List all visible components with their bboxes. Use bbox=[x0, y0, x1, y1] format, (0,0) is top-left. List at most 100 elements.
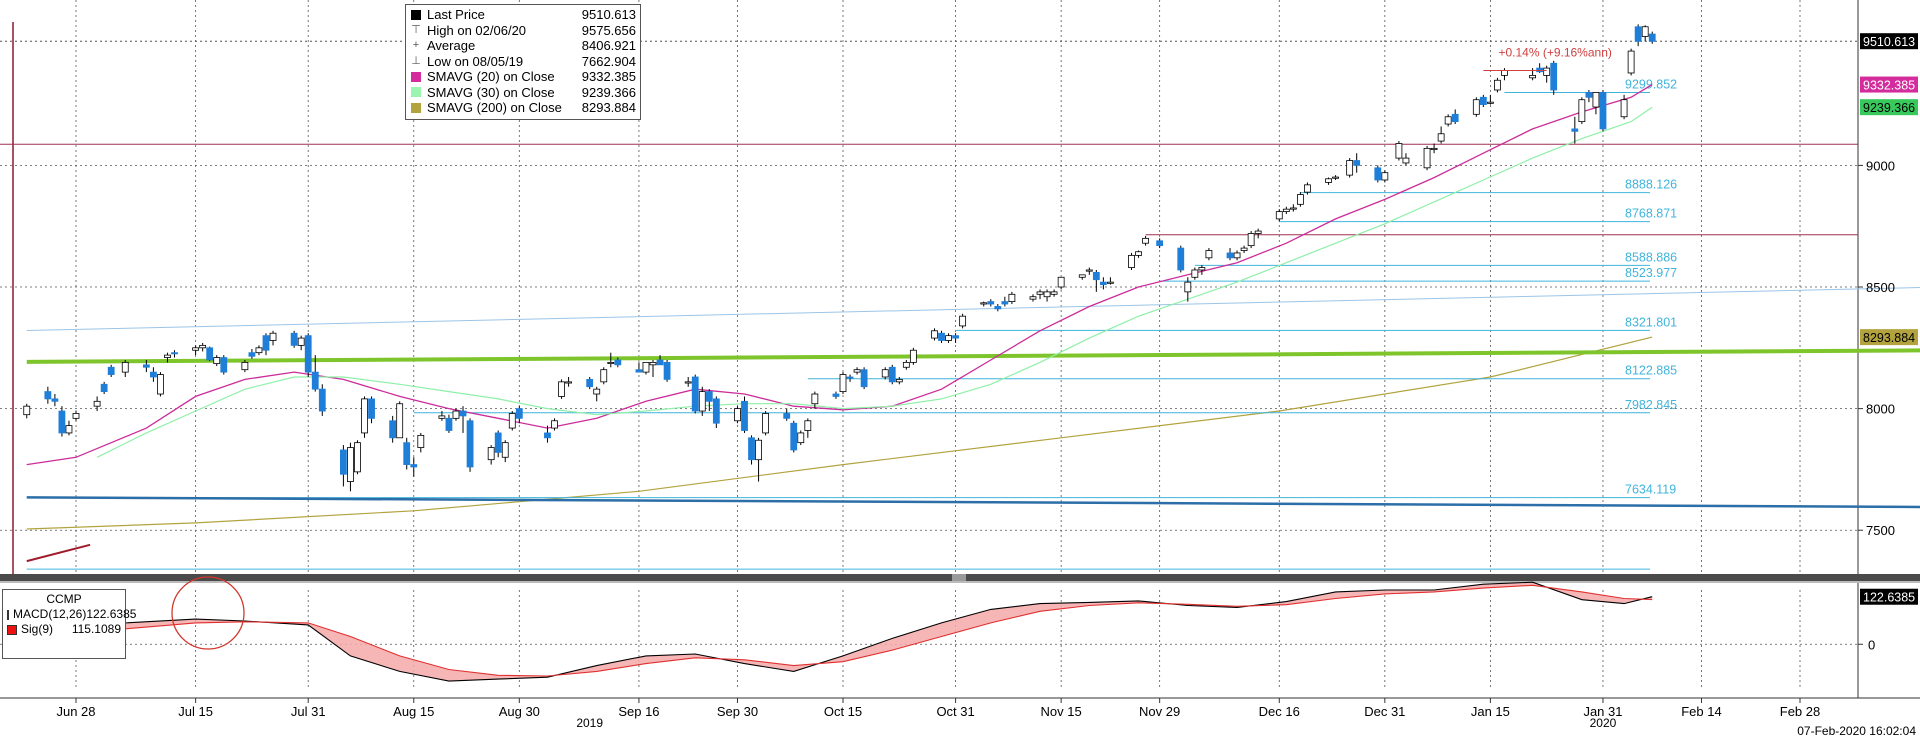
candle-body bbox=[1585, 92, 1593, 98]
x-tick-label: Dec 16 bbox=[1259, 704, 1300, 719]
last-price-swatch bbox=[410, 9, 422, 21]
candle-body bbox=[1529, 74, 1537, 79]
candle-body bbox=[1135, 251, 1142, 256]
candle-body bbox=[389, 420, 397, 439]
candle-body bbox=[1289, 207, 1297, 210]
macd-value: 122.6385 bbox=[86, 607, 137, 621]
signal-legend-row: Sig(9) 115.1089 bbox=[7, 622, 121, 637]
candle-body bbox=[931, 330, 938, 339]
candle-body bbox=[1128, 254, 1135, 268]
signal-label: Sig(9) bbox=[21, 622, 54, 636]
year-label: 2019 bbox=[576, 716, 603, 730]
candle-body bbox=[698, 391, 706, 412]
candle-body bbox=[811, 393, 819, 405]
x-tick-label: Nov 29 bbox=[1139, 704, 1180, 719]
panel-resize-handle bbox=[952, 574, 966, 581]
candle-body bbox=[1479, 96, 1487, 105]
price-tag-label: 9510.613 bbox=[1863, 35, 1915, 49]
candle-body bbox=[1486, 101, 1494, 104]
trendline bbox=[26, 496, 1920, 509]
candle-body bbox=[403, 442, 411, 465]
x-tick-label: Oct 31 bbox=[936, 704, 974, 719]
candle-body bbox=[290, 332, 298, 346]
highlight-circle bbox=[171, 576, 245, 650]
macd-price-tag-label: 122.6385 bbox=[1863, 591, 1915, 605]
legend-value: 9332.385 bbox=[581, 69, 636, 84]
x-tick-label: Aug 30 bbox=[499, 704, 540, 719]
candle-body bbox=[459, 410, 467, 417]
panel-separator bbox=[0, 581, 1920, 583]
legend-row-low: ⊥ Low on 08/05/19 7662.904 bbox=[410, 54, 636, 70]
candle-body bbox=[839, 374, 847, 392]
legend-label: High on 02/06/20 bbox=[427, 22, 527, 38]
macd-panel: 0 122.6385 bbox=[26, 576, 1918, 682]
candle-body bbox=[790, 422, 798, 451]
candle-body bbox=[1430, 147, 1438, 150]
candle-body bbox=[1191, 269, 1199, 278]
candle-body bbox=[1332, 176, 1339, 179]
candle-body bbox=[1472, 99, 1480, 115]
candle-body bbox=[846, 376, 854, 379]
candle-body bbox=[607, 361, 615, 364]
x-tick-label: Jun 28 bbox=[56, 704, 95, 719]
legend-label: SMAVG (200) on Close bbox=[427, 100, 562, 115]
candle-body bbox=[895, 379, 903, 383]
candle-body bbox=[663, 361, 671, 380]
legend-value: 9575.656 bbox=[581, 22, 636, 38]
y-tick-label: 8000 bbox=[1866, 402, 1895, 417]
candle-body bbox=[354, 442, 361, 473]
x-tick-label: Aug 15 bbox=[393, 704, 434, 719]
candle-body bbox=[1578, 99, 1586, 123]
y-tick-label: 9000 bbox=[1866, 158, 1895, 173]
candle-body bbox=[586, 379, 594, 388]
candle-body bbox=[1099, 281, 1107, 285]
candle-body bbox=[1240, 247, 1248, 251]
signal-swatch bbox=[7, 624, 17, 635]
candle-body bbox=[741, 400, 748, 431]
candle-body bbox=[1304, 184, 1311, 193]
candle-body bbox=[734, 408, 741, 422]
candle-body bbox=[565, 381, 572, 384]
candle-body bbox=[1437, 133, 1445, 142]
candle-body bbox=[206, 347, 214, 361]
candle-body bbox=[311, 371, 319, 390]
sma200-swatch bbox=[410, 102, 422, 114]
candle-body bbox=[558, 381, 565, 397]
price-legend: Last Price 9510.613 ⊤ High on 02/06/20 9… bbox=[405, 4, 641, 120]
macd-legend: CCMP MACD(12,26) 122.6385 Sig(9) 115.108… bbox=[2, 589, 136, 659]
retracement-label: 9299.852 bbox=[1625, 77, 1677, 91]
candle-body bbox=[1107, 281, 1114, 284]
candle-body bbox=[649, 361, 657, 366]
candle-body bbox=[347, 447, 354, 482]
x-tick-label: Oct 15 bbox=[824, 704, 862, 719]
macd-histogram-area bbox=[26, 582, 1653, 682]
candle-body bbox=[1233, 252, 1241, 259]
x-tick-label: Jul 15 bbox=[178, 704, 213, 719]
macd-price-tag bbox=[1860, 588, 1918, 605]
candle-body bbox=[361, 398, 368, 434]
price-axis: 7500 8000 8500 9000 9510.613 9332.385 9239.366… bbox=[1858, 33, 1918, 538]
candle-body bbox=[987, 301, 995, 305]
candle-body bbox=[1085, 269, 1093, 272]
candle-body bbox=[121, 361, 129, 373]
candle-body bbox=[797, 432, 805, 444]
candle-body bbox=[1550, 62, 1558, 91]
macd-series-1 bbox=[26, 584, 1653, 677]
retracement-label: 8523.977 bbox=[1625, 266, 1677, 280]
candle-body bbox=[508, 413, 516, 429]
retracement-label: 7634.119 bbox=[1625, 483, 1676, 497]
change-annotation: +0.14% (+9.16%ann) bbox=[1498, 46, 1611, 60]
candle-body bbox=[487, 447, 495, 461]
candle-body bbox=[1177, 247, 1185, 271]
candle-body bbox=[72, 413, 80, 419]
candle-body bbox=[1043, 291, 1051, 298]
legend-label: Average bbox=[427, 38, 476, 53]
candle-body bbox=[269, 332, 277, 341]
candle-body bbox=[1381, 172, 1389, 181]
price-tag bbox=[1860, 329, 1918, 346]
candle-body bbox=[164, 354, 171, 358]
legend-value: 8293.884 bbox=[581, 100, 636, 115]
x-tick-label: Jan 31 bbox=[1583, 704, 1622, 719]
sma-line-1 bbox=[96, 106, 1653, 458]
